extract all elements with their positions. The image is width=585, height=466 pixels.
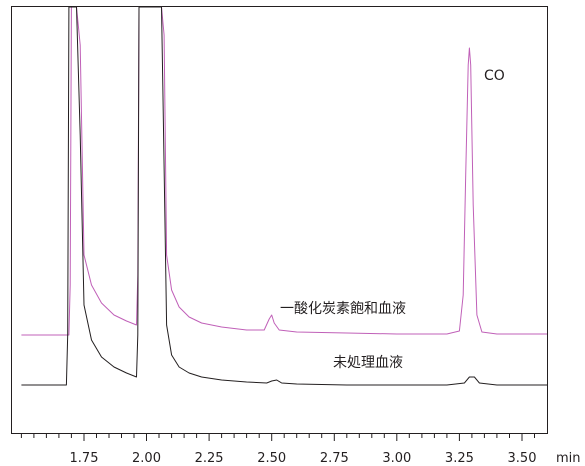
- plot-frame: [11, 6, 548, 434]
- x-tick-label: 3.50: [508, 451, 537, 466]
- x-tick-label: 2.50: [257, 451, 286, 466]
- x-tick-label: 2.75: [320, 451, 349, 466]
- x-axis-tick-labels: 1.75 2.00 2.25 2.50 2.75 3.00 3.25 3.50: [70, 451, 537, 466]
- x-axis-unit-label: min: [556, 451, 581, 466]
- trace-co-saturated-blood: [21, 6, 547, 336]
- series-label-untreated-blood: 未処理血液: [333, 355, 403, 371]
- x-tick-label: 2.00: [132, 451, 161, 466]
- x-tick-label: 2.25: [195, 451, 224, 466]
- x-tick-label: 3.00: [382, 451, 411, 466]
- x-tick-label: 3.25: [445, 451, 474, 466]
- peak-label-co: CO: [484, 68, 505, 84]
- trace-untreated-blood: [21, 6, 547, 386]
- x-axis-ticks: [20, 434, 535, 441]
- x-tick-label: 1.75: [70, 451, 99, 466]
- series-label-co-saturated-blood: 一酸化炭素飽和血液: [280, 300, 406, 317]
